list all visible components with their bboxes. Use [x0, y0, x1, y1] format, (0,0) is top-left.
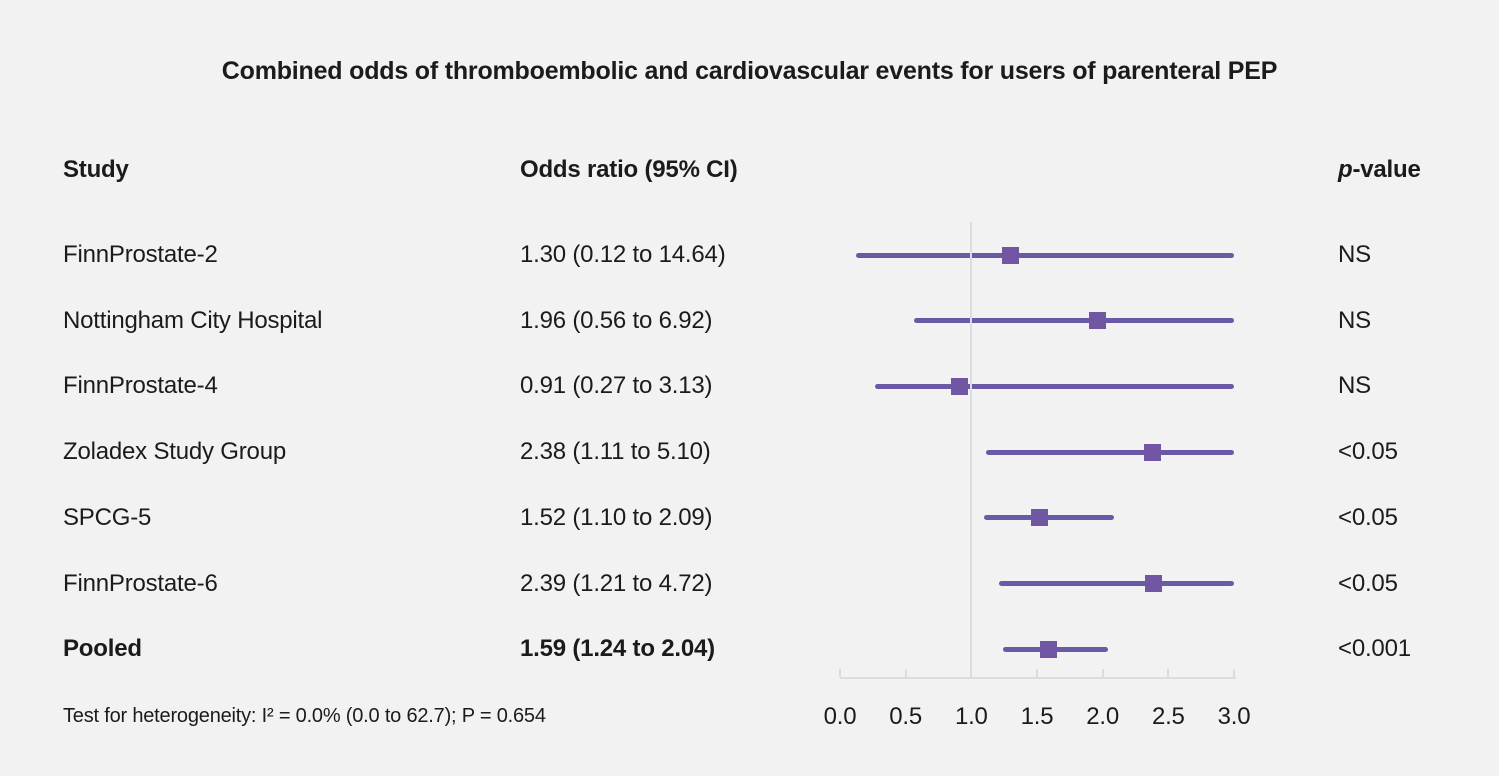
axis-tick: [1036, 669, 1038, 677]
point-estimate-marker: [1145, 575, 1163, 592]
axis-tick: [1167, 669, 1170, 677]
p-value: NS: [1338, 241, 1371, 268]
p-value: NS: [1338, 306, 1371, 334]
column-header-study: Study: [63, 156, 129, 183]
column-header-p-value: p-value: [1338, 154, 1421, 186]
odds-ratio-ci-text: 1.52 (1.10 to 2.09): [520, 503, 713, 531]
study-name: FinnProstate-2: [63, 241, 218, 268]
point-estimate-marker: [951, 377, 968, 395]
confidence-interval-line: [998, 581, 1234, 586]
axis-tick: [904, 669, 907, 677]
reference-line: [970, 222, 973, 679]
study-name: Pooled: [63, 635, 142, 663]
p-value-header-rest: -value: [1352, 156, 1421, 183]
axis-tick: [1101, 669, 1104, 677]
axis-tick-label: 2.0: [1086, 703, 1120, 730]
odds-ratio-ci-text: 1.96 (0.56 to 6.92): [520, 306, 713, 334]
p-value: <0.05: [1338, 438, 1398, 466]
confidence-interval-line: [913, 318, 1234, 324]
axis-tick-label: 0.0: [823, 703, 857, 730]
axis-tick-label: 0.5: [889, 703, 923, 730]
confidence-interval-line: [875, 383, 1234, 389]
point-estimate-marker: [1040, 640, 1058, 658]
confidence-interval-line: [985, 449, 1234, 455]
confidence-interval-line: [984, 515, 1115, 521]
axis-tick-label: 2.5: [1151, 703, 1185, 730]
point-estimate-marker: [1088, 312, 1106, 330]
odds-ratio-ci-text: 2.39 (1.21 to 4.72): [520, 569, 713, 597]
chart-title: Combined odds of thromboembolic and card…: [221, 57, 1278, 85]
study-name: Nottingham City Hospital: [63, 306, 323, 334]
odds-ratio-ci-text: 0.91 (0.27 to 3.13): [520, 372, 713, 400]
study-name: Zoladex Study Group: [63, 438, 286, 466]
p-value: <0.05: [1338, 569, 1398, 597]
study-name: SPCG-5: [63, 503, 152, 531]
column-header-odds-ratio: Odds ratio (95% CI): [520, 156, 738, 183]
odds-ratio-ci-text: 1.30 (0.12 to 14.64): [520, 241, 726, 268]
confidence-interval-line: [855, 252, 1234, 258]
point-estimate-marker: [1031, 509, 1049, 527]
point-estimate-marker: [1144, 443, 1162, 461]
odds-ratio-ci-text: 1.59 (1.24 to 2.04): [520, 635, 715, 663]
point-estimate-marker: [1002, 246, 1020, 264]
axis-tick: [839, 669, 841, 677]
axis-tick-label: 1.0: [954, 703, 988, 730]
axis-tick: [1233, 669, 1235, 677]
p-value: NS: [1338, 372, 1371, 400]
axis-tick-label: 1.5: [1020, 703, 1054, 730]
p-value: <0.001: [1338, 635, 1411, 663]
study-name: FinnProstate-4: [63, 372, 218, 400]
axis-tick-label: 3.0: [1217, 703, 1251, 730]
heterogeneity-note: Test for heterogeneity: I² = 0.0% (0.0 t…: [63, 705, 546, 727]
axis-tick: [970, 669, 973, 677]
x-axis-line: [840, 677, 1236, 679]
p-value: <0.05: [1338, 503, 1398, 531]
study-name: FinnProstate-6: [63, 569, 218, 597]
odds-ratio-ci-text: 2.38 (1.11 to 5.10): [520, 438, 711, 466]
p-value-header-italic-p: p: [1338, 156, 1353, 183]
